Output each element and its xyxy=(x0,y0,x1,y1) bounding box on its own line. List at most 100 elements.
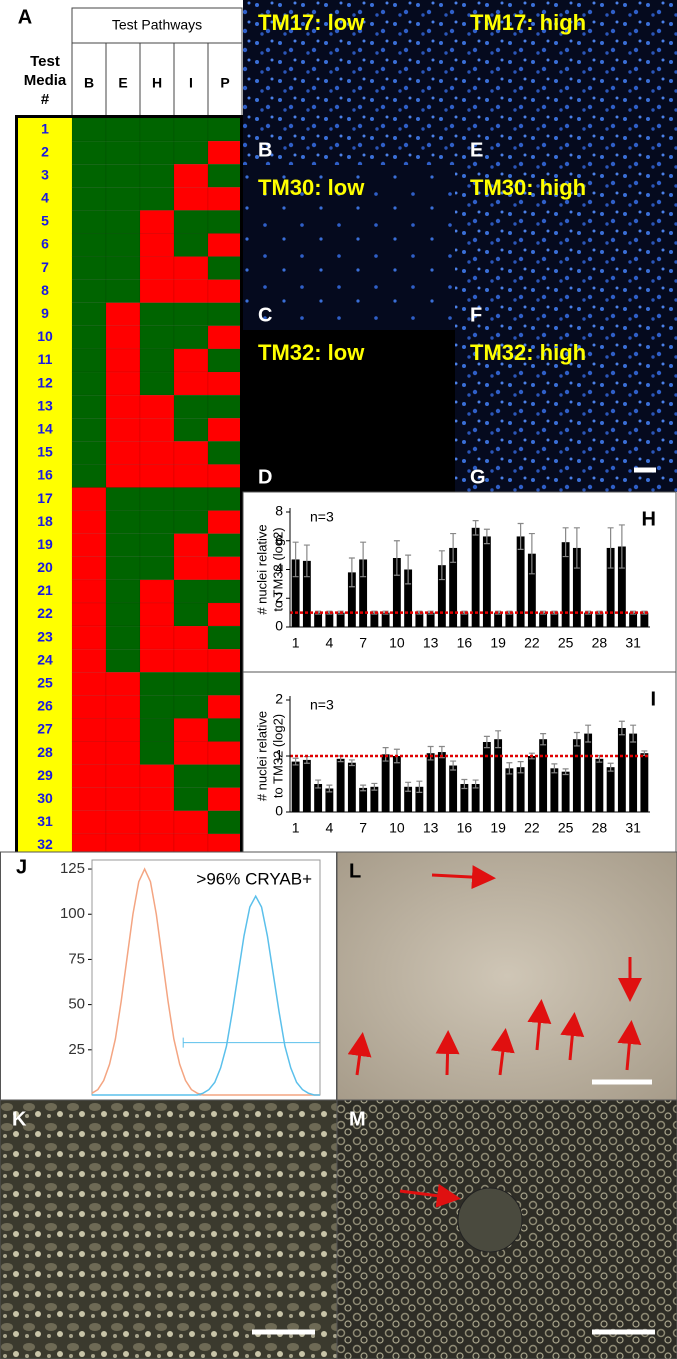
cell xyxy=(139,140,175,165)
error-bar xyxy=(540,610,547,615)
error-bar xyxy=(528,532,535,575)
x-tick-label: 31 xyxy=(625,635,641,651)
x-tick-label: 4 xyxy=(325,635,333,651)
error-bar xyxy=(585,610,592,615)
bar xyxy=(561,542,570,627)
cell xyxy=(173,348,209,373)
cell xyxy=(105,371,141,396)
bar xyxy=(347,762,356,812)
panel-letter: M xyxy=(349,1108,366,1130)
error-bar xyxy=(540,733,547,746)
y-tick-label: 6 xyxy=(275,531,283,547)
panel-letter: B xyxy=(258,139,272,161)
row-label: 13 xyxy=(37,397,53,413)
row-label: 15 xyxy=(37,444,53,460)
sphere xyxy=(457,1187,523,1253)
cell xyxy=(105,325,141,350)
cell xyxy=(207,556,243,581)
gate xyxy=(182,1037,320,1048)
row-header: # xyxy=(41,91,50,108)
cell xyxy=(173,510,209,534)
cell xyxy=(139,441,175,465)
x-tick-label: 10 xyxy=(389,635,405,651)
cell xyxy=(173,233,209,257)
column-header-cell xyxy=(105,42,141,119)
panel-letter: D xyxy=(258,466,272,488)
cell xyxy=(173,487,209,511)
micrograph xyxy=(455,0,677,165)
error-bar xyxy=(461,778,468,790)
bar xyxy=(415,786,424,812)
cell xyxy=(173,648,209,673)
y-tick-label: 0 xyxy=(275,618,283,634)
annotation: >96% CRYAB+ xyxy=(196,869,312,888)
image-caption: TM30: low xyxy=(258,175,365,200)
bar xyxy=(460,612,469,627)
error-bar xyxy=(315,779,322,789)
y-axis-label: # nuclei relative xyxy=(254,711,269,801)
bar xyxy=(336,758,345,812)
cell xyxy=(207,787,243,812)
error-bar xyxy=(585,724,592,743)
cell xyxy=(139,718,175,742)
bar xyxy=(302,759,311,812)
cell xyxy=(207,117,243,142)
error-bar xyxy=(641,610,648,615)
cell xyxy=(139,256,175,280)
row-label: 2 xyxy=(41,143,49,159)
cell xyxy=(71,556,107,581)
error-bar xyxy=(495,610,502,615)
x-tick-label: 22 xyxy=(524,635,540,651)
bar xyxy=(404,786,413,812)
cell xyxy=(139,279,175,303)
bar xyxy=(370,786,379,812)
cell xyxy=(207,602,243,627)
error-bar xyxy=(382,747,389,762)
cell xyxy=(71,741,107,765)
annotation: n=3 xyxy=(310,697,334,713)
bar xyxy=(325,788,334,812)
error-bar xyxy=(573,731,580,747)
error-bar xyxy=(371,610,378,615)
error-bar xyxy=(438,550,445,581)
cell xyxy=(173,256,209,280)
micrograph xyxy=(455,330,677,492)
bar xyxy=(617,546,626,627)
x-tick-label: 19 xyxy=(490,635,506,651)
bar xyxy=(437,565,446,627)
y-tick-label: 25 xyxy=(68,1041,85,1058)
error-bar xyxy=(360,541,367,578)
panel-letter: J xyxy=(16,856,27,878)
column-header-cell xyxy=(207,42,243,119)
error-bar xyxy=(450,532,457,563)
cell xyxy=(71,533,107,558)
bar xyxy=(404,569,413,627)
bar xyxy=(606,547,615,627)
cell xyxy=(71,695,107,719)
error-bar xyxy=(562,527,569,558)
cell xyxy=(207,741,243,765)
cell xyxy=(139,556,175,581)
micrograph xyxy=(336,851,677,1101)
error-bar xyxy=(483,735,490,749)
cell xyxy=(139,302,175,327)
cell xyxy=(207,325,243,350)
cell xyxy=(139,579,175,604)
panel-letter: F xyxy=(470,304,482,326)
bar xyxy=(527,756,536,812)
micrograph xyxy=(455,165,677,330)
bar xyxy=(640,612,649,627)
y-tick-label: 75 xyxy=(68,950,85,967)
y-tick-label: 125 xyxy=(60,860,85,877)
y-tick-label: 0 xyxy=(275,803,283,819)
image-caption: TM32: low xyxy=(258,340,365,365)
panel-letter: G xyxy=(470,466,486,488)
cell xyxy=(71,764,107,788)
bar xyxy=(437,752,446,812)
y-axis-label: to TM32 (log2) xyxy=(270,527,285,611)
cell xyxy=(139,371,175,396)
bar xyxy=(392,756,401,812)
cell xyxy=(173,741,209,765)
bar xyxy=(516,536,525,627)
cell xyxy=(71,464,107,488)
